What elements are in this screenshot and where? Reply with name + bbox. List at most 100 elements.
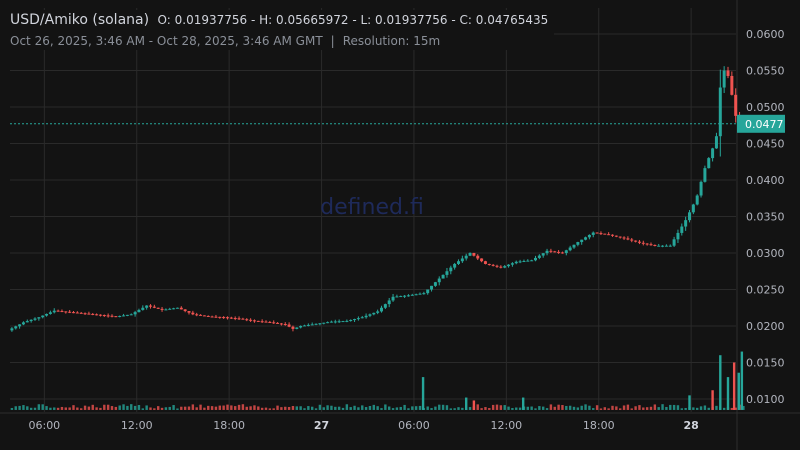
candle-body	[264, 321, 268, 323]
candle-body	[464, 255, 468, 259]
candle-body	[360, 317, 364, 319]
candle-body	[64, 311, 68, 313]
volume-bar	[737, 372, 740, 410]
candle-body	[149, 305, 152, 307]
volume-bar	[237, 404, 241, 410]
candle-body	[160, 308, 164, 310]
volume-bar	[611, 405, 614, 410]
candle-body	[460, 258, 464, 262]
candle-body	[52, 310, 56, 313]
ohlc-readout: O: 0.01937756 - H: 0.05665972 - L: 0.019…	[157, 13, 549, 27]
volume-bar	[191, 404, 195, 410]
candle-body	[349, 319, 353, 321]
candle-body	[252, 320, 256, 322]
candle-body	[630, 239, 634, 241]
candle-body	[722, 70, 726, 88]
candle-body	[229, 317, 233, 319]
y-tick-label: 0.0450	[746, 138, 785, 151]
candle-body	[41, 315, 45, 318]
volume-bar	[372, 404, 375, 410]
candle-body	[495, 265, 499, 267]
volume-bar	[414, 406, 418, 410]
candle-body	[595, 232, 599, 234]
candle-body	[175, 307, 179, 309]
candle-body	[256, 320, 260, 322]
volume-bar	[349, 407, 352, 410]
volume-bar	[80, 408, 83, 410]
volume-bar	[218, 405, 221, 410]
volume-bar	[726, 377, 730, 410]
candle-body	[680, 226, 684, 233]
volume-bar	[449, 408, 452, 410]
volume-bar	[699, 406, 703, 410]
volume-bar	[649, 406, 653, 410]
volume-bar	[521, 397, 525, 410]
candle-body	[688, 212, 691, 221]
volume-bar	[626, 404, 630, 410]
candle-body	[372, 312, 376, 315]
volume-bar	[172, 405, 175, 410]
candle-body	[164, 309, 168, 311]
candle-body	[206, 315, 210, 317]
candle-body	[245, 319, 249, 321]
volume-bar	[572, 406, 576, 410]
candle-body	[560, 252, 564, 254]
candle-body	[125, 314, 129, 316]
volume-bar	[257, 406, 260, 410]
volume-bar	[168, 406, 171, 410]
candle-body	[668, 245, 672, 247]
candle-body	[318, 323, 322, 325]
candle-body	[395, 296, 399, 298]
candle-body	[510, 263, 514, 265]
price-axis[interactable]: 0.0600 0.0550 0.0500 0.0450 0.0400 0.0350 0.03…	[746, 28, 785, 406]
candle-body	[345, 320, 349, 322]
volume-bar	[688, 395, 691, 410]
candle-body	[37, 317, 41, 319]
volume-bar	[276, 405, 279, 410]
time-axis[interactable]: 06:00 12:00 18:00 27 06:00 12:00 18:00 28	[28, 419, 698, 432]
volume-bar	[434, 406, 437, 410]
candle-body	[218, 316, 222, 318]
volume-bar	[418, 405, 422, 410]
candle-body	[576, 242, 580, 245]
volume-bar	[480, 408, 483, 410]
volume-bar	[730, 407, 734, 410]
volume-bar	[214, 406, 218, 410]
candle-body	[707, 158, 711, 169]
candle-body	[333, 321, 337, 323]
volume-bar	[495, 404, 499, 410]
volume-bar	[83, 405, 87, 410]
volume-bar	[368, 406, 372, 410]
volume-bar	[337, 406, 341, 410]
volume-bar	[438, 404, 441, 410]
volume-bar	[445, 405, 449, 410]
volume-bar	[588, 405, 591, 410]
volume-bar	[53, 407, 56, 410]
volume-bar	[503, 405, 506, 410]
candle-body	[599, 233, 603, 235]
volume-bar	[538, 406, 541, 410]
candle-body	[622, 237, 626, 239]
candle-body	[637, 241, 641, 243]
volume-bar	[280, 407, 283, 410]
volume-bar	[553, 406, 556, 410]
candle-body	[433, 282, 437, 286]
candle-body	[21, 322, 25, 325]
candle-body	[145, 305, 149, 308]
candle-body	[276, 322, 280, 324]
candle-body	[241, 318, 245, 320]
volume-bar	[260, 407, 264, 410]
candle-body	[287, 324, 291, 327]
volume-bar	[711, 390, 714, 410]
candle-body	[353, 319, 357, 321]
volume-bar	[607, 408, 610, 410]
candle-body	[183, 309, 187, 312]
volume-bar	[29, 407, 33, 410]
candle-body	[195, 314, 199, 316]
candle-body	[387, 300, 391, 305]
volume-bar	[287, 406, 291, 410]
volume-bar	[580, 405, 583, 410]
candle-body	[283, 323, 287, 325]
candle-body	[326, 322, 330, 324]
